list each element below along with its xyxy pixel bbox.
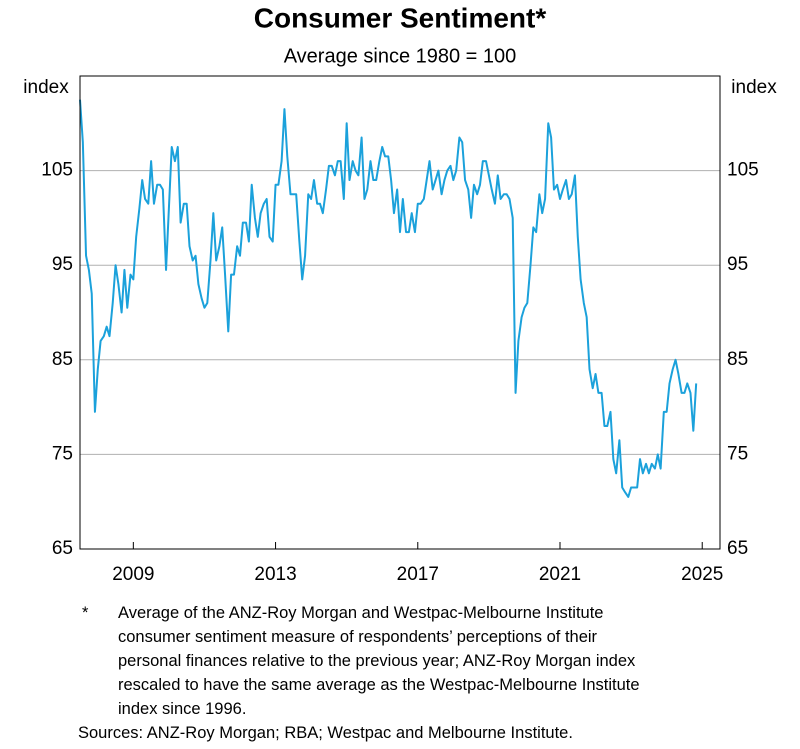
- footnote-line: personal finances relative to the previo…: [118, 652, 636, 670]
- y-tick-label: 95: [52, 254, 73, 275]
- y2-axis-label: index: [731, 77, 777, 98]
- data-line: [79, 99, 698, 498]
- footnote-line: Average of the ANZ-Roy Morgan and Westpa…: [118, 604, 603, 622]
- footnote-line: consumer sentiment measure of respondent…: [118, 628, 598, 646]
- y2-tick-label: 85: [727, 349, 748, 370]
- y-tick-label: 105: [41, 160, 73, 181]
- footnote: Average of the ANZ-Roy Morgan and Westpa…: [118, 604, 640, 718]
- y2-tick-label: 65: [727, 538, 748, 559]
- plot-frame: [79, 75, 721, 550]
- sources: Sources: ANZ-Roy Morgan; RBA; Westpac an…: [78, 724, 573, 742]
- footnote-line: index since 1996.: [118, 700, 246, 718]
- chart-title: Consumer Sentiment*: [254, 2, 547, 33]
- footnote-line: rescaled to have the same average as the…: [118, 676, 640, 694]
- x-tick-label: 2013: [254, 564, 296, 585]
- y-tick-label: 75: [52, 443, 73, 464]
- x-tick-label: 2025: [681, 564, 723, 585]
- footnote-marker: *: [82, 604, 89, 622]
- y2-tick-label: 105: [727, 160, 759, 181]
- x-tick-label: 2017: [397, 564, 439, 585]
- x-tick-label: 2021: [539, 564, 581, 585]
- y2-tick-label: 95: [727, 254, 748, 275]
- y2-tick-label: 75: [727, 443, 748, 464]
- chart-subtitle: Average since 1980 = 100: [284, 45, 517, 67]
- x-tick-label: 2009: [112, 564, 154, 585]
- y-tick-label: 65: [52, 538, 73, 559]
- y-axis-label: index: [23, 77, 69, 98]
- y-tick-label: 85: [52, 349, 73, 370]
